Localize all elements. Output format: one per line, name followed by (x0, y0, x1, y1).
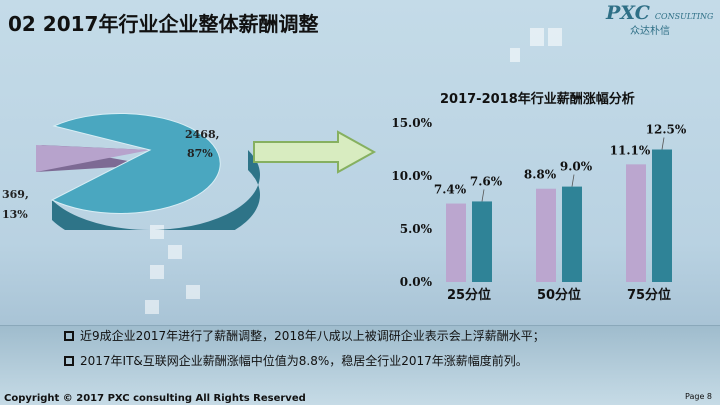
pie-slice-small (36, 145, 150, 172)
y-tick-label: 5.0% (400, 222, 433, 236)
bar-2018 (562, 186, 582, 282)
checkbox-icon (64, 330, 74, 341)
pie-label-large: 2468, (185, 128, 219, 141)
bar-2018 (472, 201, 492, 282)
bar-value-label: 11.1% (610, 143, 651, 157)
bullet-1: 近9成企业2017年进行了薪酬调整，2018年八成以上被调研企业表示会上浮薪酬水… (64, 327, 545, 344)
x-tick-label: 25分位 (447, 287, 491, 303)
pie-chart: 2468, 87% 369, 13% (2, 112, 261, 230)
leader-line (661, 137, 665, 150)
pie-pct-small: 13% (2, 208, 28, 221)
y-tick-label: 15.0% (391, 116, 432, 130)
leader-line (571, 174, 575, 187)
bar-value-label: 7.6% (470, 174, 503, 188)
pie-slice-large-side (52, 150, 261, 230)
bar-2017 (536, 188, 556, 282)
pie-slice-large (50, 112, 221, 214)
y-tick-label: 10.0% (391, 169, 432, 183)
arrow-icon (253, 130, 377, 174)
bar-value-label: 7.4% (434, 183, 467, 197)
checkbox-icon (64, 355, 74, 366)
bar-2018 (652, 149, 672, 282)
copyright: Copyright © 2017 PXC consulting All Righ… (4, 393, 306, 404)
page-number: Page 8 (685, 392, 712, 401)
bar-chart: 0.0% 5.0% 10.0% 15.0% 7.4%7.6% 25分位 8.8%9.0% 50… (391, 116, 687, 303)
x-tick-label: 50分位 (537, 287, 581, 303)
bar-2017 (626, 164, 646, 282)
page-title: 02 2017年行业企业整体薪酬调整 (8, 12, 319, 36)
y-tick-label: 0.0% (400, 275, 433, 289)
bar-value-label: 12.5% (646, 123, 687, 137)
bar-2017 (446, 203, 466, 282)
bar-value-label: 9.0% (560, 160, 593, 174)
bullet-2: 2017年IT&互联网企业薪酬涨幅中位值为8.8%，稳居全行业2017年涨薪幅度… (64, 352, 528, 369)
pie-pct-large: 87% (187, 147, 213, 160)
logo: PXC CONSULTING 众达朴信 (606, 2, 714, 37)
x-tick-label: 75分位 (627, 287, 671, 303)
bar-value-label: 8.8% (524, 168, 557, 182)
chart-title: 2017-2018年行业薪酬涨幅分析 (440, 92, 635, 107)
pie-label-small: 369, (2, 188, 29, 201)
floor (0, 325, 720, 405)
leader-line (481, 189, 485, 202)
